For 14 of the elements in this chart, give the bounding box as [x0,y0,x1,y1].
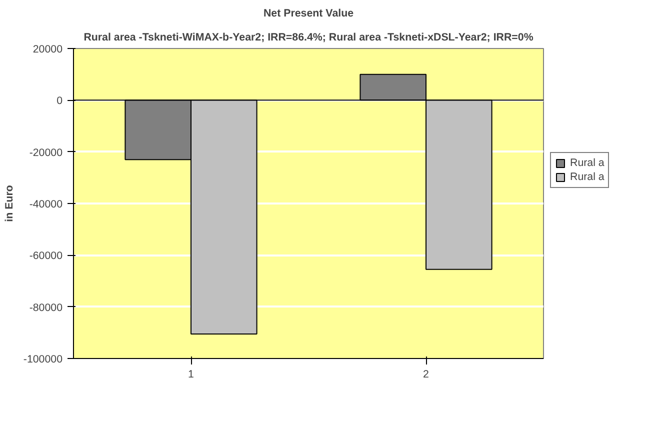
legend-label: Rural a [570,157,604,169]
chart-title: Net Present Value [263,8,354,20]
legend-label: Rural a [570,171,604,183]
y-tick-label: 0 [56,95,63,108]
y-tick-label: 20000 [32,44,63,56]
y-tick-label: -100000 [23,354,63,366]
y-axis-title: in Euro [3,184,16,222]
x-tick-label: 1 [188,368,194,380]
x-tick-label: 2 [423,368,430,380]
y-tick-label: -20000 [29,146,63,159]
y-tick-label: -80000 [29,302,63,314]
y-tick-label: -40000 [29,198,63,210]
y-tick-label: -60000 [29,250,63,262]
chart-subtitle: Rural area -Tskneti-WiMAX-b-Year2; IRR=86.4%; Rural area -Tskneti-xDSL-Year2; IRR=0% [84,32,534,44]
